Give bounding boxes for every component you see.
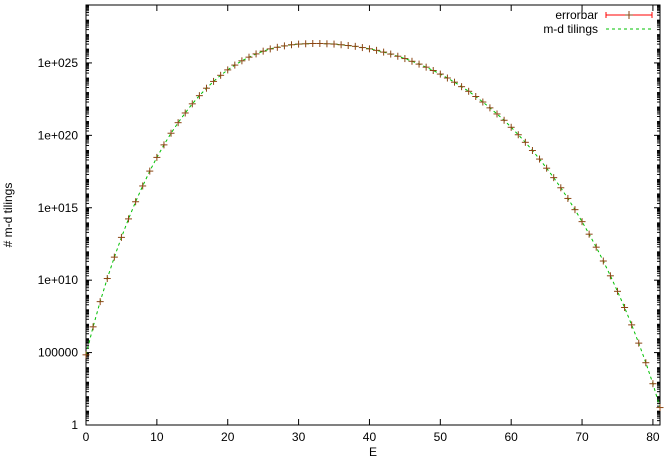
legend-label-errorbar: errorbar [555, 8, 598, 22]
y-tick-label: 1e+020 [38, 128, 79, 142]
x-tick-label: 0 [83, 430, 90, 444]
y-tick-labels: 1 100000 1e+010 1e+015 1e+020 1e+025 [38, 56, 79, 432]
x-axis-label: E [369, 445, 377, 459]
plot-frame [85, 4, 661, 426]
x-tick-labels: 0 10 20 30 40 50 60 70 80 [83, 430, 660, 444]
legend-label-m-d-tilings: m-d tilings [543, 22, 598, 36]
legend: errorbar m-d tilings [543, 8, 653, 36]
x-tick-label: 70 [575, 430, 589, 444]
x-tick-label: 30 [292, 430, 306, 444]
x-tick-label: 50 [434, 430, 448, 444]
x-tick-label: 60 [505, 430, 519, 444]
y-tick-label: 100000 [38, 346, 78, 360]
y-axis-label: # m-d tilings [1, 183, 15, 248]
x-tick-label: 10 [150, 430, 164, 444]
x-tick-label: 40 [363, 430, 377, 444]
y-tick-label: 1e+015 [38, 201, 79, 215]
errorbar-points [82, 39, 664, 412]
y-tick-label: 1e+010 [38, 273, 79, 287]
y-tick-label: 1 [71, 418, 78, 432]
axis-ticks [85, 5, 660, 426]
x-tick-label: 20 [221, 430, 235, 444]
y-tick-label: 1e+025 [38, 56, 79, 70]
x-tick-label: 80 [646, 430, 660, 444]
m-d-tilings-line [85, 42, 661, 408]
